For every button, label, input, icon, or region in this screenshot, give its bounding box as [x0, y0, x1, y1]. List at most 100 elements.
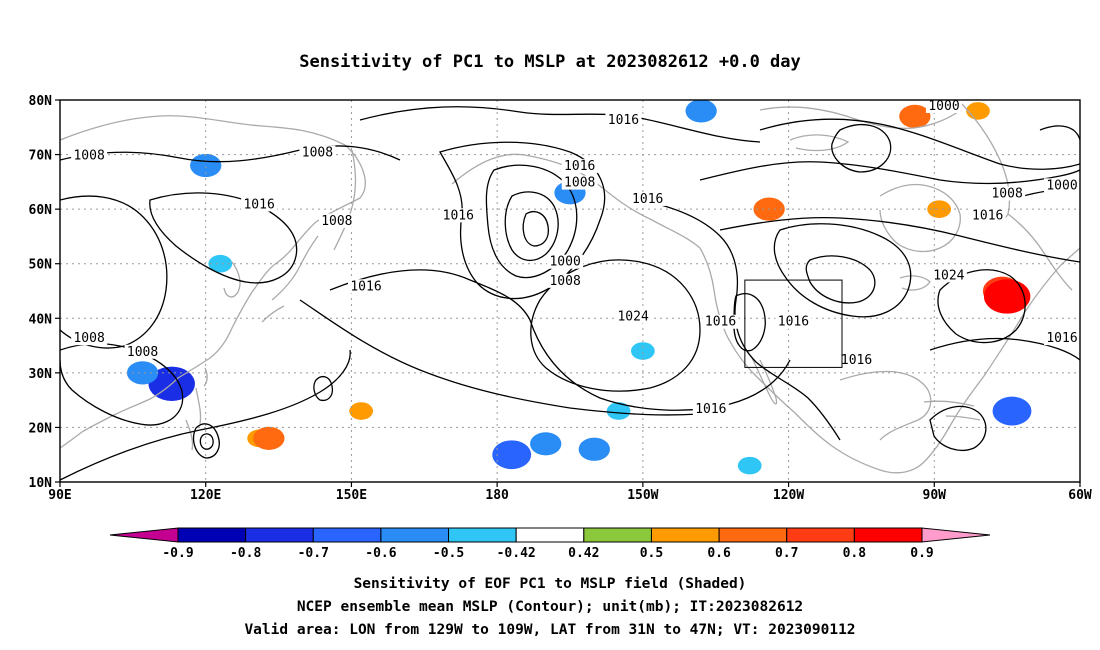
colorbar-label: 0.9: [910, 546, 933, 561]
shade-patch-0: [685, 100, 717, 123]
contour-label: 1016: [564, 159, 595, 174]
contour-ne-high: [773, 223, 912, 318]
lon-tick-label: 60W: [1068, 488, 1092, 503]
lat-tick-label: 40N: [29, 312, 53, 327]
contour-label-bg: [348, 279, 384, 294]
contour-label-bg: [547, 273, 584, 288]
coastline-north-america: [699, 247, 1080, 474]
contour-label: 1000: [1046, 178, 1077, 193]
shade-patch-16: [983, 279, 1031, 314]
contour-label: 1008: [321, 214, 352, 229]
coastline-arctic-islands: [759, 106, 959, 152]
colorbar-swatch-9: [786, 527, 855, 543]
contour-label: 1016: [778, 315, 809, 330]
colorbar-label: -0.6: [365, 546, 396, 561]
contour-atlantic-low: [937, 269, 1026, 344]
colorbar-swatch-5: [515, 527, 585, 543]
contour-label-bg: [440, 208, 477, 223]
contour-west-1016: [149, 192, 298, 284]
colorbar-label: -0.42: [497, 546, 536, 561]
contour-label: 1016: [1046, 331, 1077, 346]
contour-sw-pacific: [60, 349, 351, 481]
contour-arctic-1000: [759, 118, 1080, 170]
colorbar-swatch-0: [177, 527, 247, 543]
contour-label: 1016: [695, 402, 726, 417]
contour-arctic-1008: [699, 161, 1080, 185]
contour-label-bg: [969, 208, 1006, 223]
shade-patch-12: [992, 396, 1032, 426]
shade-patch-10: [630, 342, 655, 360]
coastline-japan: [261, 235, 319, 323]
caption-line-2: NCEP ensemble mean MSLP (Contour); unit(…: [297, 599, 803, 615]
contour-canada-1016: [719, 216, 1080, 263]
contour-label-bg: [692, 402, 729, 417]
lat-tick-label: 80N: [29, 94, 53, 109]
lat-tick-label: 10N: [29, 476, 53, 491]
colorbar-label: 0.5: [640, 546, 663, 561]
contour-label-bg: [299, 145, 336, 160]
colorbar-swatch-7: [650, 527, 720, 543]
caption-line-1: Sensitivity of EOF PC1 to MSLP field (Sh…: [354, 576, 747, 592]
contour-label-bg: [318, 213, 355, 228]
contour-label: 1016: [608, 113, 639, 128]
contour-label-bg: [926, 99, 962, 113]
shade-patch-8: [190, 153, 222, 178]
contour-label: 1000: [928, 99, 959, 114]
contour-label-bg: [124, 344, 161, 359]
colorbar-swatch-10: [853, 527, 923, 543]
coastline-caribbean: [923, 400, 981, 421]
colorbar-high-triangle: [921, 527, 991, 543]
contour-atlantic-1016: [929, 337, 1080, 361]
contour-label: 1008: [73, 331, 104, 346]
lon-tick-label: 150E: [336, 488, 367, 503]
shade-patch-14: [253, 426, 285, 450]
lat-tick-label: 30N: [29, 367, 53, 382]
contour-label: 1016: [705, 315, 736, 330]
contour-west-1008: [60, 145, 401, 163]
colorbar-swatch-4: [448, 527, 517, 543]
shade-patch-2: [530, 432, 562, 456]
contour-pacific-1016: [329, 269, 791, 411]
contour-label-bg: [605, 112, 642, 127]
contour-label-bg: [615, 309, 652, 324]
lon-tick-label: 120E: [190, 488, 221, 503]
colorbar-swatch-8: [718, 527, 788, 543]
lon-tick-label: 150W: [627, 488, 658, 503]
lat-tick-label: 50N: [29, 258, 53, 273]
contour-labels: 1016 1016 1008 1008 1008 1016 1008 1016 1016 1000…: [71, 99, 1080, 417]
colorbar-swatch-1: [245, 527, 314, 543]
contour-label: 1024: [933, 268, 964, 283]
axis-ticks: 90E 120E 150E 180 150W 120W 90W 60W 10N 20N 30N 40N…: [29, 94, 1092, 503]
contour-label-bg: [989, 186, 1026, 201]
contour-arctic-low: [831, 124, 892, 173]
contour-label: 1008: [73, 148, 104, 163]
colorbar-label: 0.7: [775, 546, 798, 561]
colorbar-swatch-3: [380, 527, 450, 543]
contour-label-bg: [241, 197, 278, 212]
colorbar-label: -0.5: [433, 546, 464, 561]
contour-label-bg: [629, 191, 666, 206]
figure-title: Sensitivity of PC1 to MSLP at 2023082612…: [299, 52, 801, 72]
contour-north-ridge: [359, 106, 761, 143]
shade-patch-18: [899, 104, 931, 128]
colorbar-low-triangle: [109, 527, 179, 543]
contour-typhoon: [192, 423, 220, 459]
contour-label: 1024: [617, 309, 648, 324]
shade-patch-4: [578, 437, 610, 461]
shade-patch-7: [126, 361, 159, 385]
contour-label: 1016: [243, 197, 274, 212]
contour-label: 1016: [443, 208, 474, 223]
coastline-taiwan: [203, 367, 208, 387]
contour-label: 1016: [350, 279, 381, 294]
contour-label: 1016: [632, 192, 663, 207]
contour-label-bg: [561, 159, 598, 174]
contour-label-bg: [547, 254, 584, 269]
coastline-baja: [751, 357, 778, 405]
contour-typhoon-inner: [199, 433, 214, 450]
shade-patch-9: [208, 254, 233, 273]
colorbar-swatch-6: [583, 527, 652, 543]
shade-patch-17: [966, 102, 990, 120]
colorbar-label: -0.8: [230, 546, 261, 561]
contour-ne-high-inner: [805, 255, 876, 304]
